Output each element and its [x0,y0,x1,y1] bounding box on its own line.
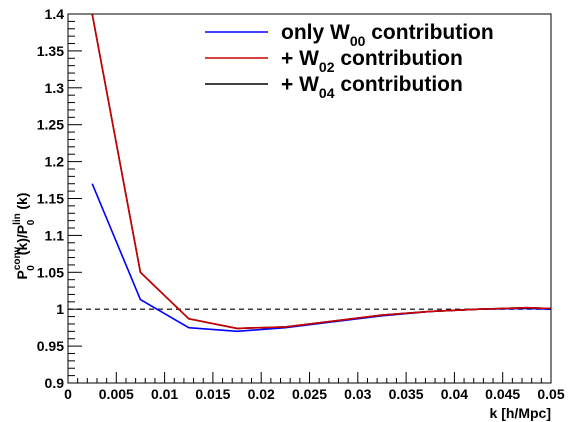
series-layer [91,14,551,333]
legend-entry: + W02 contribution [281,47,463,75]
y-tick-label: 1.25 [37,117,64,133]
x-tick-label: 0.035 [389,386,424,402]
y-tick-label: 1.1 [45,227,65,243]
y-axis: 0.9 0.95 1 1.05 1.1 1.15 1.2 1.25 1.3 1.35 1.4 [37,6,82,391]
x-tick-label: 0.02 [248,386,275,402]
x-tick-label: 0.04 [441,386,468,402]
x-tick-label: 0.025 [292,386,327,402]
x-tick-label: 0.045 [485,386,520,402]
y-tick-label: 1.15 [37,191,64,207]
legend-entry: + W04 contribution [281,73,463,101]
x-tick-label: 0 [64,386,72,402]
legend-entry: only W00 contribution [281,21,494,49]
x-tick-label: 0.015 [195,386,230,402]
y-tick-label: 1.05 [37,264,64,280]
x-axis: 0 0.005 0.01 0.015 0.02 0.025 0.03 0.035 0.04 0.0… [64,372,565,402]
y-tick-label: 0.9 [45,375,65,391]
y-tick-label: 1 [56,301,64,317]
series-line-3 [91,14,551,330]
y-tick-label: 1.35 [37,43,64,59]
x-tick-label: 0.05 [537,386,564,402]
y-tick-label: 1.2 [45,154,65,170]
x-tick-label: 0.005 [99,386,134,402]
x-axis-label: k [h/Mpc] [490,405,551,421]
x-tick-label: 0.01 [151,386,178,402]
y-tick-label: 0.95 [37,338,64,354]
x-tick-label: 0.03 [344,386,371,402]
legend: only W00 contribution+ W02 contribution+… [205,21,494,101]
y-tick-label: 1.4 [45,6,65,22]
y-tick-label: 1.3 [45,80,65,96]
y-axis-label: Pconv 0(k)/Plin 0(k) [12,193,37,280]
